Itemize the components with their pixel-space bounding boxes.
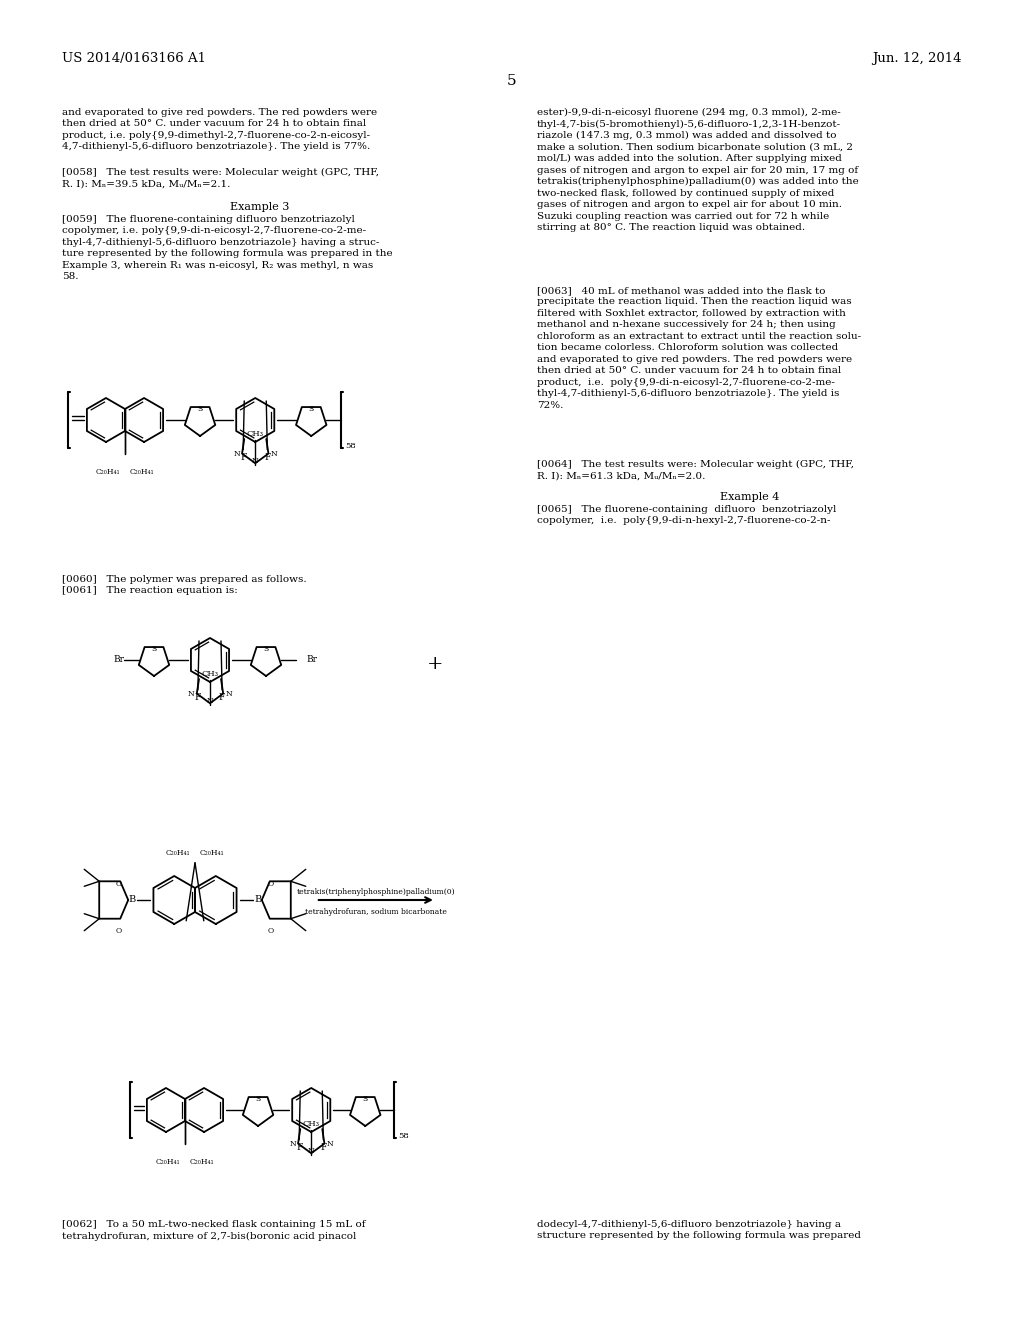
Text: O: O	[268, 927, 273, 935]
Text: 5: 5	[507, 74, 517, 88]
Text: S: S	[362, 1094, 368, 1102]
Text: C₂₀H₄₁: C₂₀H₄₁	[156, 1158, 180, 1166]
Text: [0060]   The polymer was prepared as follows.
[0061]   The reaction equation is:: [0060] The polymer was prepared as follo…	[62, 576, 306, 595]
Text: C₂₀H₄₁: C₂₀H₄₁	[200, 849, 224, 857]
Text: [0058]   The test results were: Molecular weight (GPC, THF,
R. I): Mₙ=39.5 kDa, : [0058] The test results were: Molecular …	[62, 168, 379, 189]
Text: F: F	[195, 693, 201, 702]
Text: N: N	[188, 689, 195, 697]
Text: O: O	[268, 880, 273, 888]
Text: [0064]   The test results were: Molecular weight (GPC, THF,
R. I): Mₙ=61.3 kDa, : [0064] The test results were: Molecular …	[537, 459, 854, 480]
Text: N: N	[270, 450, 278, 458]
Text: N: N	[252, 457, 259, 465]
Text: S: S	[308, 405, 314, 413]
Text: dodecyl-4,7-dithienyl-5,6-difluoro benzotriazole} having a
structure represented: dodecyl-4,7-dithienyl-5,6-difluoro benzo…	[537, 1220, 861, 1241]
Text: [0059]   The fluorene-containing difluoro benzotriazolyl
copolymer, i.e. poly{9,: [0059] The fluorene-containing difluoro …	[62, 215, 392, 281]
Text: tetrakis(triphenylphosphine)palladium(0): tetrakis(triphenylphosphine)palladium(0)	[297, 888, 455, 896]
Text: C₂₀H₄₁: C₂₀H₄₁	[190, 1158, 215, 1166]
Text: Br: Br	[114, 655, 125, 664]
Text: [0063]   40 mL of methanol was added into the flask to
precipitate the reaction : [0063] 40 mL of methanol was added into …	[537, 286, 861, 409]
Text: Br: Br	[306, 655, 317, 664]
Text: N: N	[308, 1147, 314, 1155]
Text: Jun. 12, 2014: Jun. 12, 2014	[872, 51, 962, 65]
Text: [0062]   To a 50 mL-two-necked flask containing 15 mL of
tetrahydrofuran, mixtur: [0062] To a 50 mL-two-necked flask conta…	[62, 1220, 366, 1241]
Text: 58: 58	[345, 442, 356, 450]
Text: N: N	[290, 1139, 296, 1147]
Text: CH₃: CH₃	[303, 1121, 319, 1129]
Text: B: B	[254, 895, 261, 904]
Text: Example 4: Example 4	[720, 492, 779, 502]
Text: N: N	[233, 450, 240, 458]
Text: F: F	[296, 1143, 302, 1151]
Text: and evaporated to give red powders. The red powders were
then dried at 50° C. un: and evaporated to give red powders. The …	[62, 108, 377, 152]
Text: +: +	[427, 655, 443, 673]
Text: S: S	[198, 405, 203, 413]
Text: ester)-9,9-di-n-eicosyl fluorene (294 mg, 0.3 mmol), 2-me-
thyl-4,7-bis(5-bromot: ester)-9,9-di-n-eicosyl fluorene (294 mg…	[537, 108, 859, 232]
Text: CH₃: CH₃	[202, 671, 218, 678]
Text: CH₃: CH₃	[247, 430, 264, 438]
Text: tetrahydrofuran, sodium bicarbonate: tetrahydrofuran, sodium bicarbonate	[305, 908, 446, 916]
Text: Example 3: Example 3	[230, 202, 290, 213]
Text: C₂₀H₄₁: C₂₀H₄₁	[165, 849, 190, 857]
Text: O: O	[116, 880, 122, 888]
Text: F: F	[240, 453, 247, 462]
Text: O: O	[116, 927, 122, 935]
Text: B: B	[129, 895, 136, 904]
Text: 58: 58	[398, 1133, 410, 1140]
Text: N: N	[327, 1139, 333, 1147]
Text: S: S	[255, 1094, 261, 1102]
Text: N: N	[225, 689, 232, 697]
Text: S: S	[152, 644, 157, 653]
Text: F: F	[264, 453, 270, 462]
Text: N: N	[207, 697, 213, 705]
Text: C₂₀H₄₁: C₂₀H₄₁	[95, 469, 120, 477]
Text: F: F	[219, 693, 225, 702]
Text: S: S	[263, 644, 268, 653]
Text: F: F	[321, 1143, 327, 1151]
Text: US 2014/0163166 A1: US 2014/0163166 A1	[62, 51, 206, 65]
Text: [0065]   The fluorene-containing  difluoro  benzotriazolyl
copolymer,  i.e.  pol: [0065] The fluorene-containing difluoro …	[537, 506, 837, 525]
Text: C₂₀H₄₁: C₂₀H₄₁	[130, 469, 155, 477]
